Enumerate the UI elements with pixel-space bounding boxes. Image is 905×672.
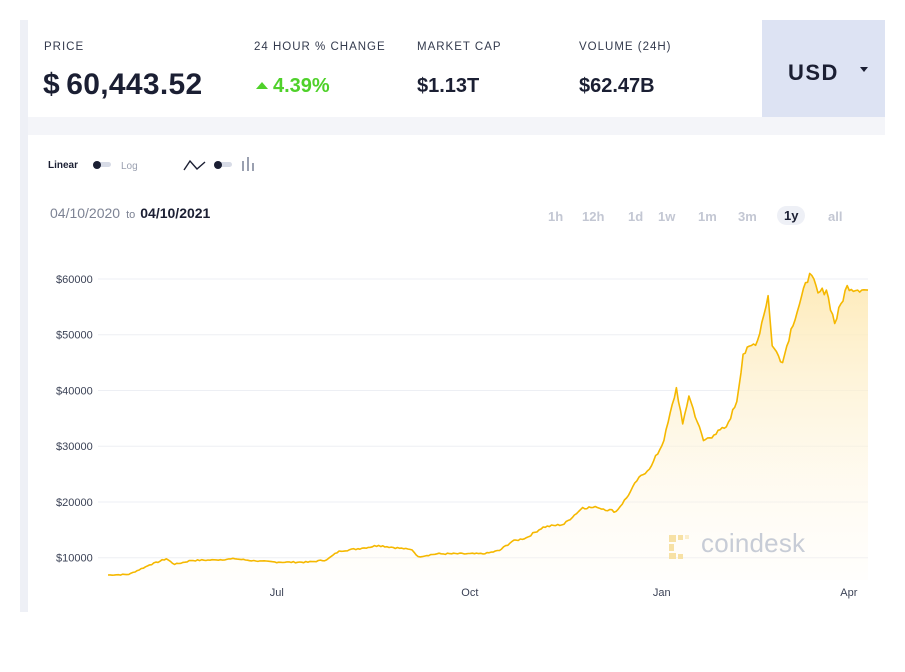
- price-label: PRICE: [44, 41, 85, 53]
- currency-code: USD: [788, 60, 839, 85]
- coindesk-logo-icon: [669, 535, 689, 559]
- price-value: $ 60,443.52: [43, 68, 203, 101]
- chart-panel: $10000 $20000 $30000 $40000 $50000 $60000 Jul…: [28, 135, 885, 612]
- range-tab-1h[interactable]: 1h: [548, 209, 564, 224]
- chevron-down-icon: [860, 67, 868, 72]
- watermark-text: coindesk: [701, 528, 806, 558]
- y-tick-label: $30000: [56, 441, 93, 453]
- date-from[interactable]: 04/10/2020: [50, 205, 121, 221]
- range-tab-all[interactable]: all: [828, 209, 843, 224]
- divider: [28, 117, 885, 135]
- currency-select[interactable]: USD: [762, 20, 885, 117]
- change-value: 4.39%: [256, 75, 330, 98]
- volume-label: VOLUME (24H): [579, 41, 672, 53]
- time-range-tabs: 1h 12h 1d 1w 1m 3m 1y all: [548, 206, 868, 231]
- x-tick-label: Oct: [461, 587, 478, 599]
- x-tick-label: Apr: [840, 587, 857, 599]
- range-tab-3m[interactable]: 3m: [738, 209, 757, 224]
- y-tick-label: $40000: [56, 385, 93, 397]
- range-tab-12h[interactable]: 12h: [582, 209, 605, 224]
- price-line[interactable]: [107, 272, 869, 576]
- x-tick-label: Jan: [653, 587, 671, 599]
- range-tab-1y[interactable]: 1y: [777, 206, 806, 225]
- y-tick-label: $10000: [56, 553, 93, 565]
- range-tab-1m[interactable]: 1m: [698, 209, 717, 224]
- log-label[interactable]: Log: [121, 161, 138, 172]
- y-tick-label: $60000: [56, 274, 93, 286]
- date-to-word: to: [126, 209, 136, 221]
- y-tick-label: $20000: [56, 497, 93, 509]
- scale-switch[interactable]: [93, 160, 111, 169]
- date-range: 04/10/2020 to 04/10/2021: [50, 205, 210, 221]
- bar-chart-icon[interactable]: [241, 156, 257, 172]
- switch-knob: [93, 160, 101, 169]
- market-cap-label: MARKET CAP: [417, 41, 502, 53]
- up-arrow-icon: [256, 82, 268, 89]
- volume-value: $62.47B: [579, 75, 655, 97]
- x-tick-label: Jul: [270, 587, 284, 599]
- price-chart: $10000 $20000 $30000 $40000 $50000 $60000 Jul…: [56, 272, 869, 599]
- y-tick-label: $50000: [56, 330, 93, 342]
- date-to[interactable]: 04/10/2021: [140, 205, 211, 221]
- price-area: [108, 273, 868, 580]
- stats-bar: PRICE $ 60,443.52 24 HOUR % CHANGE 4.39%…: [28, 20, 762, 117]
- change-label: 24 HOUR % CHANGE: [254, 41, 386, 53]
- line-chart-icon[interactable]: [183, 158, 207, 172]
- switch-knob: [214, 160, 222, 169]
- range-tab-1d[interactable]: 1d: [628, 209, 644, 224]
- change-percent: 4.39%: [273, 75, 330, 97]
- market-cap-value: $1.13T: [417, 75, 480, 97]
- linear-label[interactable]: Linear: [48, 160, 79, 171]
- chart-style-switch[interactable]: [214, 160, 232, 169]
- left-rule: [20, 20, 28, 612]
- range-tab-1w[interactable]: 1w: [658, 209, 676, 224]
